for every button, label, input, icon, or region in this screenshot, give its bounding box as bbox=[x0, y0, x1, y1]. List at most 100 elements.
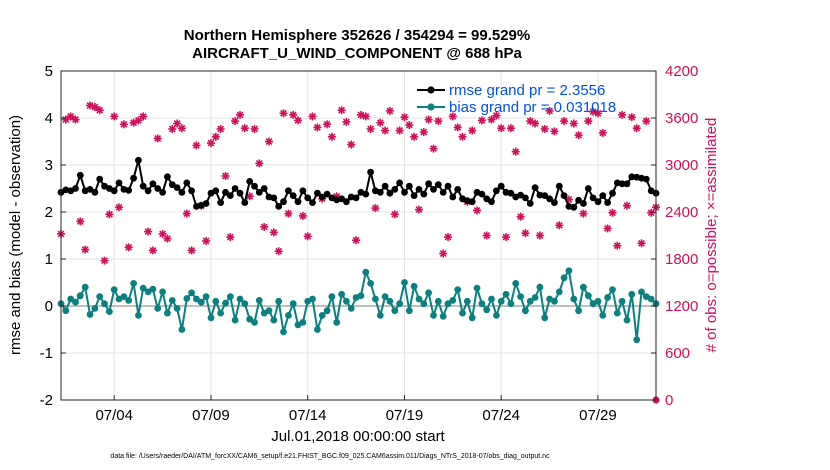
rmse-point bbox=[217, 199, 225, 207]
rmse-point bbox=[226, 192, 234, 200]
obs-point bbox=[274, 247, 283, 256]
obs-point bbox=[139, 112, 148, 121]
bias-point bbox=[338, 290, 345, 298]
bias-point bbox=[246, 315, 254, 323]
bias-series bbox=[57, 267, 660, 344]
obs-point bbox=[347, 140, 356, 149]
bias-point bbox=[159, 288, 167, 296]
obs-point bbox=[119, 120, 128, 129]
rmse-point bbox=[410, 192, 418, 200]
obs-point bbox=[250, 125, 259, 133]
bias-point bbox=[526, 297, 534, 305]
obs-point bbox=[405, 121, 414, 130]
bias-point bbox=[584, 292, 592, 300]
bias-point bbox=[130, 280, 138, 287]
bias-point bbox=[149, 285, 157, 293]
bias-point bbox=[202, 293, 210, 300]
bias-point bbox=[318, 312, 326, 319]
rmse-point bbox=[497, 182, 505, 190]
obs-point bbox=[506, 124, 515, 133]
rmse-point bbox=[507, 189, 515, 197]
bias-point bbox=[473, 284, 481, 292]
bias-point bbox=[101, 300, 108, 308]
rmse-point bbox=[546, 195, 553, 203]
bias-point bbox=[463, 297, 471, 305]
rmse-point bbox=[381, 182, 389, 190]
legend-bias-marker bbox=[427, 103, 435, 111]
rmse-point bbox=[188, 187, 196, 195]
obs-point bbox=[574, 131, 583, 140]
bias-point bbox=[570, 295, 578, 303]
obs-point bbox=[187, 246, 196, 255]
obs-point bbox=[415, 205, 423, 214]
bias-point bbox=[275, 297, 283, 305]
obs-point bbox=[473, 206, 481, 215]
legend-rmse-marker bbox=[427, 86, 435, 94]
rmse-point bbox=[72, 185, 79, 192]
obs-point bbox=[627, 113, 636, 122]
bias-point bbox=[347, 305, 355, 312]
obs-point bbox=[400, 113, 409, 122]
obs-point bbox=[545, 106, 554, 115]
rmse-point bbox=[478, 190, 486, 198]
obs-point bbox=[516, 212, 525, 221]
bias-point bbox=[536, 283, 544, 291]
bias-point bbox=[120, 293, 128, 300]
rmse-point bbox=[396, 179, 403, 187]
obs-point bbox=[540, 125, 549, 133]
obs-point bbox=[337, 106, 346, 115]
obs-point bbox=[105, 210, 114, 219]
bias-point bbox=[222, 299, 229, 307]
right-tick-label-7: 4200 bbox=[665, 63, 698, 80]
obs-point bbox=[618, 110, 627, 119]
bias-point bbox=[613, 309, 621, 317]
x-tick-label-0: 07/04 bbox=[95, 407, 133, 424]
bias-point bbox=[541, 314, 549, 322]
obs-point bbox=[434, 117, 443, 126]
obs-point bbox=[81, 245, 90, 254]
rmse-point bbox=[415, 186, 423, 193]
bias-point bbox=[512, 280, 520, 287]
rmse-point bbox=[164, 173, 171, 181]
obs-point bbox=[429, 144, 438, 153]
bias-point bbox=[333, 319, 341, 326]
rmse-point bbox=[488, 198, 495, 206]
legend-rmse-label: rmse grand pr = 2.3556 bbox=[449, 82, 605, 99]
rmse-point bbox=[434, 181, 442, 189]
rmse-point bbox=[599, 192, 607, 200]
bias-point bbox=[468, 314, 476, 322]
rmse-point bbox=[130, 174, 138, 182]
obs-point bbox=[148, 246, 157, 255]
bias-point bbox=[362, 268, 370, 276]
obs-point bbox=[211, 132, 220, 141]
rmse-point bbox=[449, 193, 457, 201]
bias-point bbox=[488, 295, 495, 303]
bias-point bbox=[178, 326, 186, 333]
rmse-point bbox=[628, 173, 636, 181]
bias-point bbox=[401, 279, 408, 286]
bias-point bbox=[647, 295, 655, 303]
obs-point bbox=[410, 132, 419, 141]
obs-point bbox=[376, 118, 385, 127]
obs-point bbox=[579, 209, 588, 218]
obs-point bbox=[124, 243, 133, 252]
left-tick-label-1: -1 bbox=[40, 345, 53, 362]
bias-point bbox=[459, 309, 466, 317]
bias-point bbox=[483, 306, 491, 314]
bias-point bbox=[439, 312, 447, 320]
bias-point bbox=[251, 319, 258, 326]
y-axis-label-right: # of obs: o=possible; ×=assimilated bbox=[703, 118, 720, 353]
bias-point bbox=[76, 292, 84, 300]
bias-point bbox=[517, 293, 524, 300]
bias-point bbox=[168, 297, 176, 304]
right-axis: 0 600 1200 1800 2400 3000 3600 4200 bbox=[651, 63, 698, 409]
rmse-point bbox=[260, 185, 268, 192]
bias-point bbox=[96, 293, 104, 300]
rmse-point bbox=[618, 180, 626, 188]
rmse-point bbox=[386, 189, 394, 197]
bias-point bbox=[135, 312, 142, 319]
rmse-point bbox=[584, 185, 592, 192]
obs-point bbox=[168, 125, 177, 133]
right-tick-label-0: 0 bbox=[665, 392, 673, 409]
left-tick-label-3: 1 bbox=[45, 251, 53, 268]
